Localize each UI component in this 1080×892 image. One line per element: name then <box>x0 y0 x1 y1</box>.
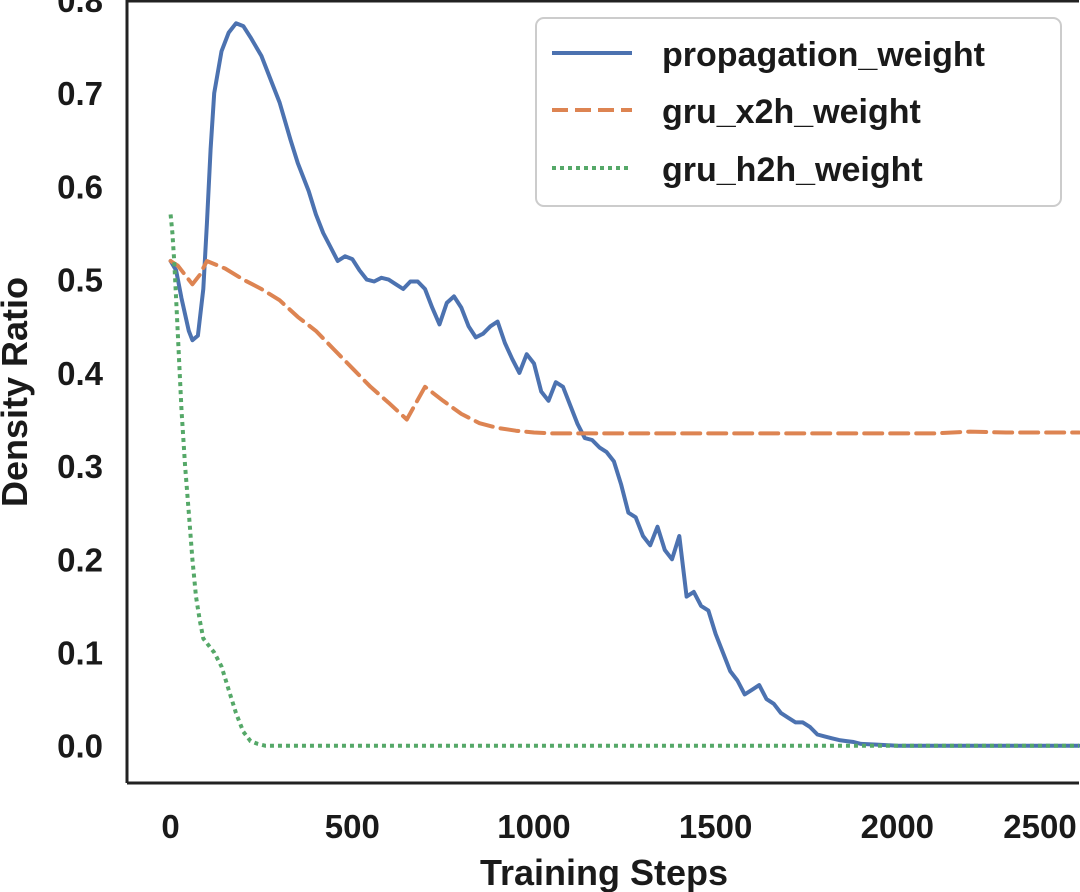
legend-label-gru-x2h: gru_x2h_weight <box>662 93 921 131</box>
series-line-gru-h2h-weight <box>168 214 1079 748</box>
x-tick-label: 1000 <box>497 808 570 845</box>
y-tick-label: 0.5 <box>57 262 103 299</box>
x-tick-label: 1500 <box>679 808 752 845</box>
y-tick-label: 0.0 <box>57 728 103 765</box>
x-tick-label: 0 <box>161 808 179 845</box>
y-tick-label: 0.1 <box>57 635 103 672</box>
x-tick-label: 500 <box>325 808 380 845</box>
legend-label-gru-h2h: gru_h2h_weight <box>662 151 923 189</box>
x-tick-label: 2500 <box>1003 808 1076 845</box>
y-axis-label: Density Ratio <box>0 277 35 507</box>
y-tick-label: 0.8 <box>57 0 103 19</box>
series-line-gru-x2h-weight <box>168 259 1080 436</box>
x-axis-label: Training Steps <box>480 852 728 892</box>
y-tick-label: 0.2 <box>57 541 103 578</box>
legend-box <box>535 17 1062 207</box>
y-tick-label: 0.4 <box>57 355 104 392</box>
legend: propagation_weight gru_x2h_weight gru_h2… <box>535 17 1062 207</box>
y-tick-label: 0.7 <box>57 75 103 112</box>
x-tick-label: 2000 <box>861 808 934 845</box>
legend-label-propagation: propagation_weight <box>662 36 985 74</box>
series-line-propagation-weight <box>168 21 1080 748</box>
y-tick-label: 0.3 <box>57 448 103 485</box>
y-tick-label: 0.6 <box>57 168 103 205</box>
